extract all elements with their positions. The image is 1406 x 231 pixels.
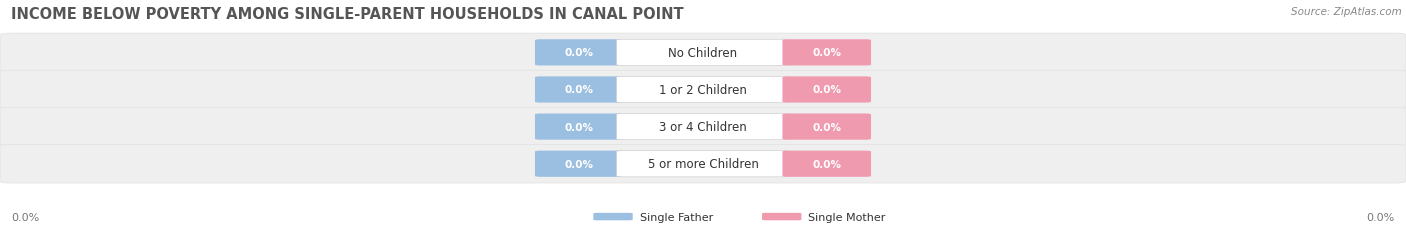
FancyBboxPatch shape <box>782 151 870 177</box>
FancyBboxPatch shape <box>0 71 1406 109</box>
Text: 1 or 2 Children: 1 or 2 Children <box>659 84 747 97</box>
FancyBboxPatch shape <box>0 145 1406 183</box>
Text: 0.0%: 0.0% <box>565 48 593 58</box>
FancyBboxPatch shape <box>616 40 790 66</box>
Text: Single Father: Single Father <box>640 212 713 222</box>
Text: 0.0%: 0.0% <box>565 85 593 95</box>
FancyBboxPatch shape <box>616 114 790 140</box>
Text: 0.0%: 0.0% <box>565 159 593 169</box>
FancyBboxPatch shape <box>593 213 633 220</box>
FancyBboxPatch shape <box>782 114 870 140</box>
Text: 0.0%: 0.0% <box>813 159 841 169</box>
FancyBboxPatch shape <box>0 34 1406 72</box>
FancyBboxPatch shape <box>536 40 624 66</box>
FancyBboxPatch shape <box>762 213 801 220</box>
FancyBboxPatch shape <box>536 151 624 177</box>
FancyBboxPatch shape <box>782 40 870 66</box>
Text: 0.0%: 0.0% <box>813 48 841 58</box>
FancyBboxPatch shape <box>0 108 1406 146</box>
Text: 0.0%: 0.0% <box>813 85 841 95</box>
Text: 5 or more Children: 5 or more Children <box>648 158 758 170</box>
FancyBboxPatch shape <box>782 77 870 103</box>
Text: No Children: No Children <box>668 47 738 60</box>
FancyBboxPatch shape <box>616 151 790 177</box>
Text: Single Mother: Single Mother <box>808 212 886 222</box>
Text: 0.0%: 0.0% <box>11 212 39 222</box>
FancyBboxPatch shape <box>616 77 790 103</box>
Text: 0.0%: 0.0% <box>565 122 593 132</box>
Text: Source: ZipAtlas.com: Source: ZipAtlas.com <box>1291 7 1402 17</box>
Text: INCOME BELOW POVERTY AMONG SINGLE-PARENT HOUSEHOLDS IN CANAL POINT: INCOME BELOW POVERTY AMONG SINGLE-PARENT… <box>11 7 683 22</box>
Text: 3 or 4 Children: 3 or 4 Children <box>659 121 747 134</box>
Text: 0.0%: 0.0% <box>813 122 841 132</box>
FancyBboxPatch shape <box>536 77 624 103</box>
Text: 0.0%: 0.0% <box>1367 212 1395 222</box>
FancyBboxPatch shape <box>536 114 624 140</box>
